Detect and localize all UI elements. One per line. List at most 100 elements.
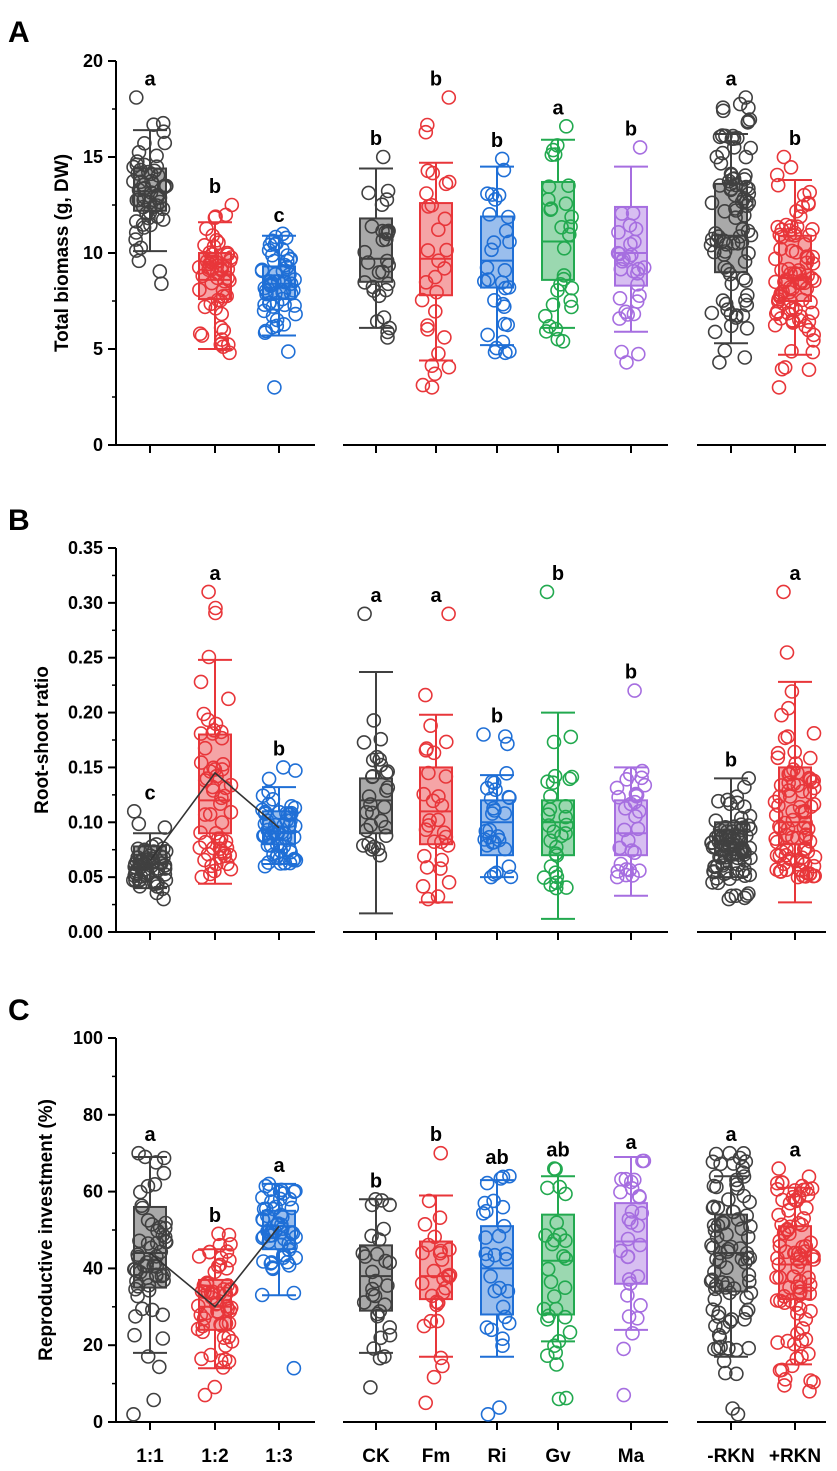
data-point [629, 1311, 645, 1326]
data-point [212, 834, 228, 849]
data-point [366, 283, 382, 298]
data-point [782, 1195, 798, 1211]
data-point [717, 343, 733, 358]
data-point [789, 1305, 805, 1321]
data-point [795, 292, 810, 308]
box-CK: b [355, 1170, 398, 1395]
data-point [434, 798, 450, 813]
data-point [212, 841, 228, 857]
significance-letter: b [552, 563, 564, 585]
x-tick-label: 1:3 [265, 1446, 292, 1467]
data-point [438, 769, 454, 784]
data-point [729, 1366, 744, 1382]
data-point [435, 1358, 450, 1374]
data-point [708, 813, 724, 829]
data-point [806, 1252, 821, 1267]
data-point [216, 1330, 232, 1345]
data-point [790, 1326, 805, 1341]
data-point [559, 817, 574, 833]
data-point [564, 769, 580, 785]
panel-B: B Root-shoot ratio 0.00 0.05 0.10 0.15 0.20 0.2… [8, 504, 826, 942]
data-point [804, 1181, 820, 1196]
significance-letter: c [144, 782, 155, 804]
data-point [612, 290, 628, 306]
data-point [275, 760, 291, 775]
data-point [156, 1273, 171, 1288]
data-point [129, 192, 145, 208]
data-point [777, 360, 793, 375]
data-point [356, 1295, 372, 1310]
data-point [215, 339, 231, 355]
data-point [361, 185, 376, 201]
box-1:3: b [255, 738, 304, 874]
data-point [265, 308, 281, 324]
data-point [486, 800, 501, 816]
y-tick-label: 5 [93, 339, 103, 359]
data-point [423, 718, 438, 734]
data-point [154, 856, 169, 871]
data-point [768, 251, 783, 267]
data-point [632, 140, 648, 155]
data-point [149, 148, 164, 164]
data-point [286, 851, 302, 867]
data-point [150, 168, 166, 183]
data-point [768, 831, 784, 847]
box-Fm: b [414, 1124, 458, 1411]
data-point [146, 853, 161, 869]
data-point [806, 1374, 821, 1390]
data-point [418, 124, 434, 140]
data-point [736, 1146, 751, 1161]
data-point [254, 263, 270, 279]
data-point [785, 812, 801, 828]
data-point [372, 1350, 388, 1366]
data-point [786, 762, 801, 777]
data-point [558, 119, 574, 134]
data-point [794, 1217, 810, 1233]
data-point [144, 1217, 160, 1232]
y-tick-label: 20 [83, 1335, 103, 1355]
data-point [718, 237, 734, 252]
data-point [741, 1340, 757, 1356]
data-point [782, 766, 797, 782]
data-point [203, 296, 219, 312]
data-point [197, 740, 213, 756]
data-point [736, 1169, 752, 1184]
data-point [159, 178, 174, 194]
significance-letter: b [625, 662, 637, 684]
data-point [154, 276, 169, 292]
significance-letter: b [370, 128, 382, 150]
data-point [279, 259, 295, 275]
data-point [768, 274, 783, 290]
data-point [131, 873, 147, 889]
box-iqr [480, 1225, 514, 1316]
data-point [801, 314, 817, 329]
data-point [432, 1210, 448, 1225]
data-point [355, 1245, 371, 1261]
data-point [624, 1181, 640, 1196]
data-point [262, 1182, 278, 1198]
data-point [806, 773, 822, 789]
data-point [127, 1327, 142, 1343]
data-point [538, 324, 554, 339]
data-point [719, 1227, 734, 1242]
significance-letter: b [625, 118, 637, 140]
data-point [721, 1192, 736, 1207]
data-point [614, 344, 629, 360]
data-point [137, 862, 152, 877]
data-point [440, 838, 456, 853]
data-point [416, 848, 432, 864]
data-point [268, 229, 284, 245]
data-point [742, 821, 758, 837]
data-point [223, 1237, 238, 1252]
data-point [497, 1309, 513, 1325]
data-point [286, 1360, 302, 1376]
data-point [205, 228, 220, 243]
data-point [201, 649, 217, 665]
data-point [787, 744, 803, 760]
data-point [282, 842, 297, 857]
data-point [788, 756, 804, 771]
data-point [723, 306, 739, 322]
data-point [501, 280, 517, 295]
data-point [805, 256, 821, 271]
box-+RKN: b [767, 128, 822, 395]
